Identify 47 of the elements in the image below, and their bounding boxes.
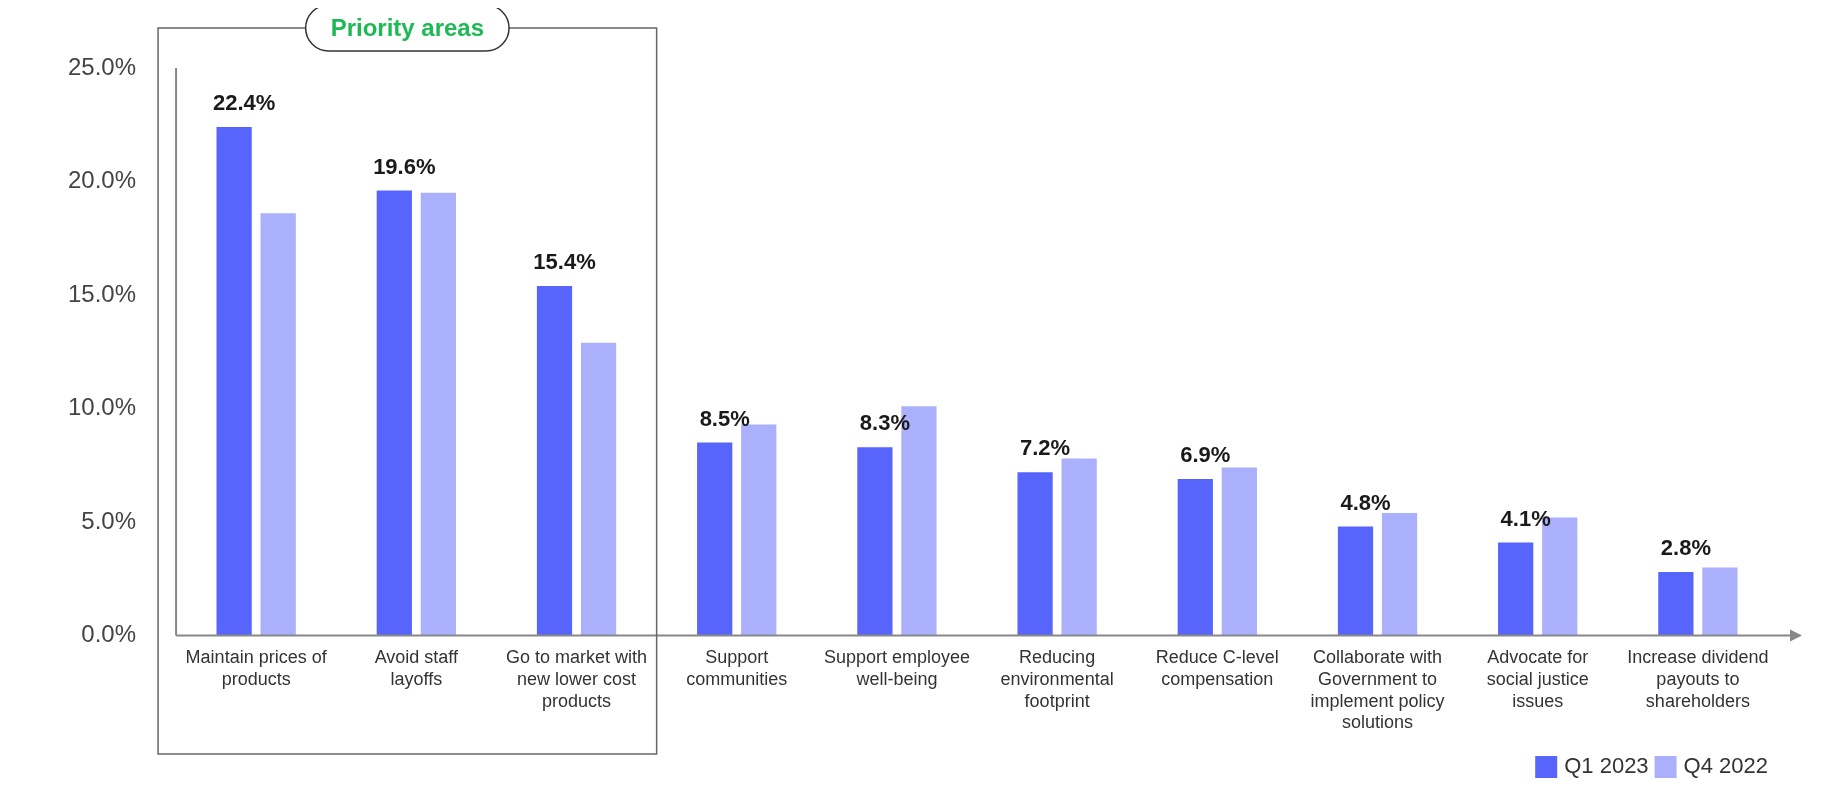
y-tick-label: 0.0% [81, 620, 137, 648]
y-tick-label: 20.0% [67, 166, 137, 194]
bar [420, 192, 456, 636]
data-label: 2.8% [1660, 535, 1711, 561]
data-label: 7.2% [1020, 435, 1071, 461]
y-tick-label: 10.0% [67, 393, 137, 421]
x-tick-label: Maintain prices of products [185, 647, 328, 689]
bar [580, 342, 617, 636]
bar [1061, 458, 1097, 636]
x-tick-label: Increase dividend payouts to shareholders [1627, 647, 1769, 711]
bar [1177, 478, 1213, 636]
y-tick-label: 15.0% [67, 279, 137, 307]
x-tick-label: Avoid staff layoffs [374, 647, 460, 689]
bar [1337, 526, 1374, 636]
bar [741, 424, 777, 636]
legend-label: Q4 2022 [1683, 753, 1768, 779]
data-label: 19.6% [373, 153, 436, 179]
x-tick-label: Advocate for social justice issues [1486, 647, 1589, 711]
x-tick-label: Support communities [686, 647, 788, 689]
data-label: 6.9% [1180, 442, 1231, 467]
data-label: 4.8% [1340, 489, 1391, 515]
y-tick-label: 5.0% [81, 506, 137, 534]
x-tick-label: Go to market with new lower cost products [506, 647, 648, 711]
bar [697, 442, 733, 636]
data-label: 15.4% [533, 249, 596, 275]
bar [857, 447, 893, 636]
data-label: 8.5% [699, 405, 750, 431]
x-tick-label: Collaborate with Government to implement policy solutions [1310, 647, 1445, 733]
bar [376, 190, 412, 636]
y-tick-label: 25.0% [67, 52, 137, 80]
bar [1017, 472, 1053, 636]
bar [216, 127, 252, 636]
text: Priority areas [330, 13, 485, 41]
data-label: 8.3% [859, 410, 910, 436]
bar [536, 285, 573, 636]
bar [260, 213, 296, 636]
x-tick-label: Reducing environmental footprint [1000, 647, 1114, 711]
legend-label: Q1 2023 [1564, 753, 1649, 779]
bar [1658, 572, 1694, 636]
bar [1702, 567, 1738, 636]
x-tick-label: Support employee well-being [823, 647, 970, 689]
bar [1221, 467, 1257, 636]
x-tick-label: Reduce C-level compensation [1155, 647, 1279, 689]
bar [1498, 542, 1534, 636]
data-label: 4.1% [1500, 505, 1551, 531]
data-label: 22.4% [212, 90, 276, 116]
bar [1381, 513, 1418, 636]
